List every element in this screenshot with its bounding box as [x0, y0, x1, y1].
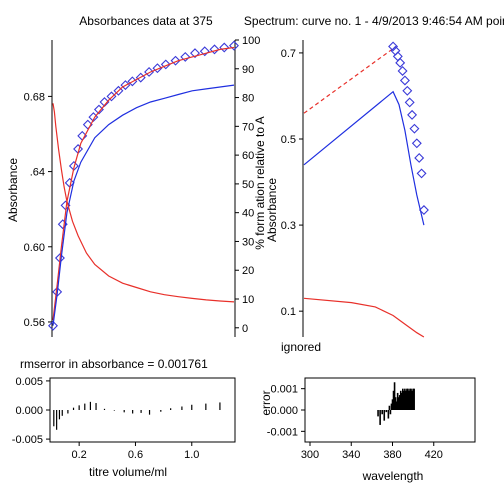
- titration-fit-line: [52, 84, 235, 326]
- titration-y2tick-label: 10: [242, 294, 254, 306]
- spectrum-line: [303, 90, 425, 226]
- titration-data-point: [229, 40, 239, 51]
- formation-curve: [52, 103, 235, 303]
- spectrum-data-point: [388, 41, 399, 52]
- titration-data-point: [144, 66, 155, 77]
- residuals-titre-panel: rmserror in absorbance = 0.001761 titre …: [12, 357, 236, 479]
- left-chart-title: Absorbances data at 375: [79, 14, 213, 28]
- spectrum-ytick-label: 0.5: [281, 134, 296, 146]
- titration-data-point: [106, 91, 117, 102]
- residuals-wavelength-xtick-label: 420: [425, 449, 443, 461]
- titration-y2tick-label: 80: [242, 93, 254, 105]
- spectrum-data-point: [399, 75, 410, 86]
- titration-ytick-label: 0.68: [24, 91, 45, 103]
- titration-data-point: [190, 48, 200, 59]
- titration-y2tick-label: 100: [242, 35, 260, 47]
- residuals-titre-marks: 0.005 0.000 -0.005 0.2 0.6 1.0: [12, 376, 221, 461]
- spectrum-ytick-label: 0.7: [281, 48, 296, 60]
- titration-ytick-label: 0.56: [24, 317, 45, 329]
- spectrum-ylabel: Absorbance: [265, 178, 279, 242]
- titration-y2tick-label: 90: [242, 64, 254, 76]
- residuals-wavelength-ylabel: error: [259, 390, 273, 415]
- titration-data-point: [170, 55, 181, 66]
- residuals-titre-xtick-label: 0.6: [128, 449, 143, 461]
- titration-data-point: [82, 119, 93, 130]
- residuals-titre-xlabel: titre volume/ml: [89, 465, 167, 479]
- residuals-titre-ytick-label: 0.005: [15, 376, 43, 388]
- titration-panel: Absorbance % form ation relative to A 0.…: [6, 35, 267, 337]
- spectrum-data-point: [418, 205, 429, 215]
- titration-y2tick-label: 40: [242, 208, 254, 220]
- spectrum-data-point: [402, 85, 413, 96]
- titration-ytick-label: .64: [30, 167, 45, 179]
- residuals-titre-ytick-label: 0.000: [15, 405, 43, 417]
- residuals-titre-ytick-label: -0.005: [12, 434, 43, 446]
- titration-data-point: [199, 46, 210, 57]
- titration-data-point: [209, 44, 220, 55]
- titration-y2tick-label: 50: [242, 179, 254, 191]
- residuals-wavelength-xtick-label: 380: [383, 449, 401, 461]
- titration-data-point: [160, 59, 171, 70]
- spectrum-panel: Absorbance ignored 0.1 0.3 0.5 0.7: [265, 40, 429, 354]
- titration-y2tick-label: 30: [242, 236, 254, 248]
- titration-y2tick-label: 60: [242, 150, 254, 162]
- titration-ylabel-right: % form ation relative to A: [253, 116, 267, 249]
- titration-data-point: [113, 85, 124, 96]
- spectrum-data-point: [395, 57, 406, 68]
- titration-data-point: [48, 320, 58, 331]
- titration-data-point: [219, 42, 230, 53]
- spectrum-data-point: [397, 66, 408, 76]
- residuals-wavelength-xtick-label: 340: [342, 449, 360, 461]
- ignored-label: ignored: [281, 340, 321, 354]
- spectrum-data-point: [409, 123, 420, 134]
- residuals-wavelength-xtick-label: 300: [301, 449, 319, 461]
- titration-ylabel: Absorbance: [6, 158, 20, 222]
- titration-marks: 0.56 0.60 .64 0.68 0 10 20 30 40 50 60 70 80 90 100: [24, 35, 261, 335]
- spectrum-marks: 0.1 0.3 0.5 0.7: [281, 41, 429, 338]
- titration-data-point: [180, 51, 191, 62]
- spectrum-data-point: [404, 97, 415, 108]
- spectrum-ytick-label: 0.3: [281, 220, 296, 232]
- titration-data-point: [152, 63, 163, 74]
- spectrum-data-point: [414, 152, 425, 163]
- spectrum-data-point: [411, 138, 422, 149]
- residuals-wavelength-ytick-label: -0.001: [267, 426, 298, 438]
- spectrum-line: [303, 297, 425, 338]
- titration-y2tick-label: 20: [242, 265, 254, 277]
- titration-y2tick-label: 70: [242, 121, 254, 133]
- spectrum-extrapolation-line: [303, 48, 394, 114]
- right-chart-title: Spectrum: curve no. 1 - 4/9/2013 9:46:54…: [244, 14, 504, 28]
- residuals-wavelength-ytick-label: 0.000: [270, 405, 298, 417]
- spectrum-data-point: [416, 168, 427, 179]
- residuals-wavelength-ytick-label: 0.001: [270, 384, 298, 396]
- residuals-wavelength-xlabel: wavelength: [362, 469, 424, 483]
- spectrum-data-point: [407, 109, 418, 120]
- titration-fit-line: [52, 46, 235, 321]
- residuals-titre-frame: [49, 377, 236, 443]
- residuals-titre-xtick-label: 1.0: [184, 449, 199, 461]
- residuals-titre-xtick-label: 0.2: [72, 449, 87, 461]
- titration-ytick-label: 0.60: [24, 242, 45, 254]
- titration-y2tick-label: 0: [242, 323, 248, 335]
- spectrum-ytick-label: 0.1: [281, 306, 296, 318]
- rmserror-label: rmserror in absorbance = 0.001761: [20, 357, 208, 371]
